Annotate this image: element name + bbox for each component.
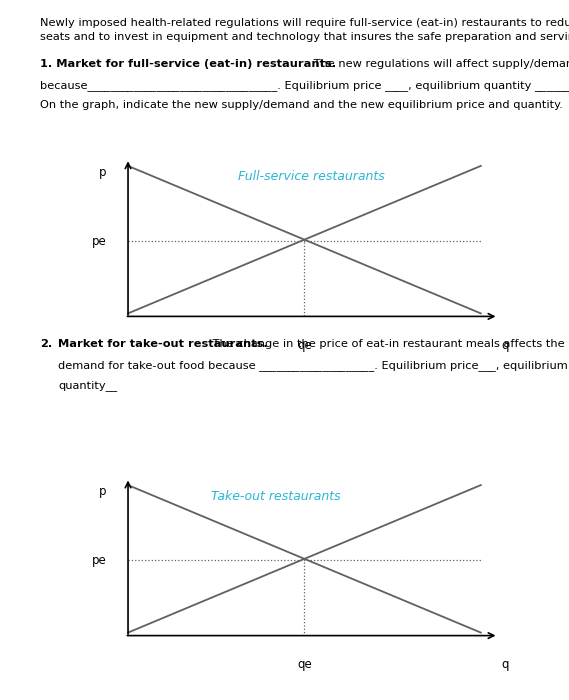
Text: quantity__: quantity__ <box>58 380 117 391</box>
Text: pe: pe <box>92 554 107 567</box>
Text: Full-service restaurants: Full-service restaurants <box>238 170 385 183</box>
Text: qe: qe <box>297 339 312 352</box>
Text: The change in the price of eat-in restaurant meals affects the: The change in the price of eat-in restau… <box>209 339 564 349</box>
Text: p: p <box>100 166 107 179</box>
Text: pe: pe <box>92 234 107 248</box>
Text: On the graph, indicate the new supply/demand and the new equilibrium price and q: On the graph, indicate the new supply/de… <box>40 100 563 110</box>
Text: Newly imposed health-related regulations will require full-service (eat-in) rest: Newly imposed health-related regulations… <box>40 18 569 28</box>
Text: Take-out restaurants: Take-out restaurants <box>211 489 341 503</box>
Text: The new regulations will affect supply/demand: The new regulations will affect supply/d… <box>310 59 569 69</box>
Text: demand for take-out food because ____________________. Equilibrium price___, equ: demand for take-out food because _______… <box>58 360 568 371</box>
Text: 2.: 2. <box>40 339 52 349</box>
Text: Market for take-out restaurants.: Market for take-out restaurants. <box>58 339 268 349</box>
Text: q: q <box>502 339 509 352</box>
Text: seats and to invest in equipment and technology that insures the safe preparatio: seats and to invest in equipment and tec… <box>40 32 569 41</box>
Text: 1. Market for full-service (eat-in) restaurants.: 1. Market for full-service (eat-in) rest… <box>40 59 336 69</box>
Text: q: q <box>502 658 509 671</box>
Text: qe: qe <box>297 658 312 671</box>
Text: because_________________________________. Equilibrium price ____, equilibrium qu: because_________________________________… <box>40 80 569 91</box>
Text: p: p <box>100 485 107 498</box>
